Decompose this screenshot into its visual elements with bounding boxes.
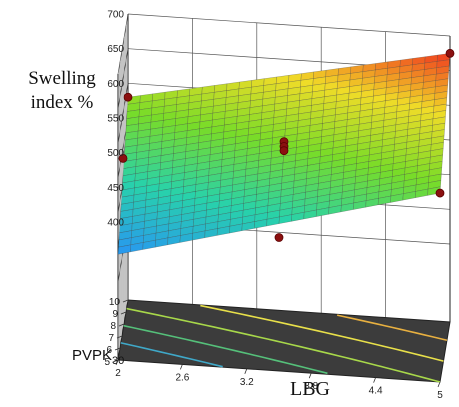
y-tick-mark [114, 347, 121, 351]
contour-line [123, 324, 328, 375]
y-tick-label: 9 [112, 309, 118, 320]
contour-line [336, 314, 448, 342]
contour-line [120, 342, 223, 368]
y-tick-mark [118, 323, 125, 327]
x-tick-mark [115, 359, 119, 366]
design-point [435, 188, 445, 198]
y-axis-label-subscript: 30 [112, 355, 124, 367]
design-point [118, 153, 128, 163]
x-tick-label: 2 [115, 368, 121, 379]
y-tick-label: 8 [110, 321, 116, 332]
x-tick-mark [180, 364, 183, 370]
z-tick-label: 500 [107, 148, 124, 159]
x-tick-label: 2.6 [175, 372, 189, 383]
y-tick-label: 5 [104, 357, 110, 368]
z-axis-label-line2: index % [31, 92, 94, 113]
design-point [279, 146, 289, 156]
design-point [123, 92, 133, 102]
x-tick-label: 5 [437, 390, 443, 401]
x-tick-mark [308, 373, 312, 379]
z-tick-label: 450 [107, 183, 124, 194]
design-point [274, 233, 284, 242]
y-tick-mark [112, 359, 119, 363]
y-tick-label: 6 [106, 345, 112, 356]
left-wall-gridline-z [117, 13, 129, 75]
z-tick-label: 550 [107, 114, 124, 125]
z-tick-label: 650 [107, 44, 124, 55]
contour-line [126, 307, 441, 383]
x-tick-label: 3.8 [304, 381, 318, 392]
x-tick-label: 3.2 [240, 377, 254, 388]
response-surface [117, 53, 451, 255]
z-axis-label-line1: Swelling [28, 68, 96, 89]
y-tick-label: 7 [108, 333, 114, 344]
y-axis-label: PVPK30 [72, 347, 124, 367]
design-points [118, 48, 455, 242]
z-tick-label: 700 [107, 10, 124, 21]
y-tick-mark [120, 311, 127, 315]
z-tick-label: 400 [107, 218, 124, 229]
design-point [445, 48, 455, 58]
x-tick-mark [373, 377, 376, 383]
x-tick-mark [244, 368, 248, 374]
y-tick-mark [122, 299, 129, 303]
contour-line [200, 304, 444, 362]
x-axis-label: LBG [290, 378, 330, 400]
x-tick-mark [437, 381, 441, 388]
z-tick-label: 600 [107, 79, 124, 90]
x-tick-label: 4.4 [369, 386, 383, 397]
y-tick-label: 10 [109, 297, 121, 308]
back-wall-gridline-z [127, 13, 451, 37]
contour-projection [120, 304, 448, 383]
left-wall-gridline-z [117, 48, 129, 109]
surface-cell [432, 110, 447, 120]
y-tick-mark [116, 335, 123, 339]
